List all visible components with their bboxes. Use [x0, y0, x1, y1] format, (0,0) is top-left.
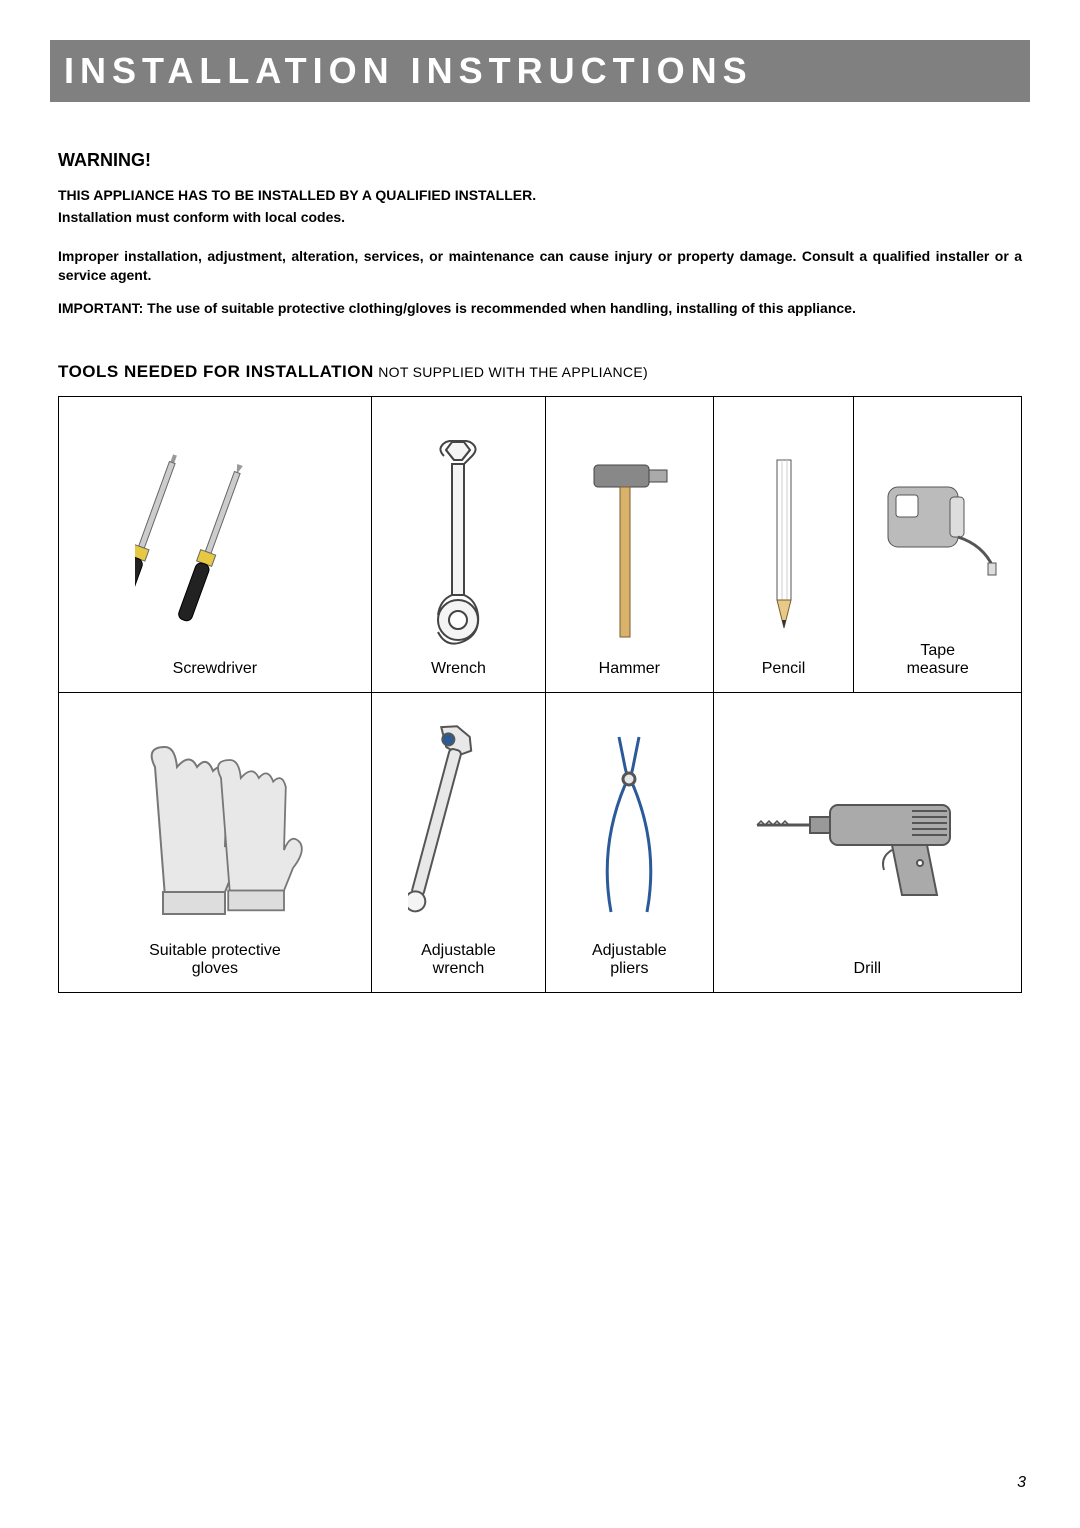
drill-icon	[720, 740, 1015, 950]
tool-cell-hammer: Hammer	[546, 396, 714, 692]
tool-cell-screwdriver: Screwdriver	[59, 396, 372, 692]
warning-line1: THIS APPLIANCE HAS TO BE INSTALLED BY A …	[58, 187, 1022, 203]
warning-line2: Installation must conform with local cod…	[58, 209, 1022, 225]
tool-label: Adjustable wrench	[378, 942, 539, 978]
tool-label: Screwdriver	[65, 660, 365, 678]
tools-table: Screwdriver	[58, 396, 1022, 993]
tool-cell-drill: Drill	[713, 692, 1021, 992]
tool-label: Tape measure	[860, 642, 1015, 678]
page-title: INSTALLATION INSTRUCTIONS	[64, 50, 753, 91]
adj-wrench-icon	[378, 722, 539, 932]
tool-label: Pencil	[720, 660, 848, 678]
tool-cell-tape: Tape measure	[854, 396, 1022, 692]
warning-para1: Improper installation, adjustment, alter…	[58, 247, 1022, 285]
warning-heading: WARNING!	[58, 150, 1022, 171]
page-number: 3	[1017, 1474, 1026, 1492]
warning-para2: IMPORTANT: The use of suitable protectiv…	[58, 299, 1022, 318]
tool-cell-gloves: Suitable protective gloves	[59, 692, 372, 992]
tool-cell-adjwrench: Adjustable wrench	[371, 692, 545, 992]
tool-cell-wrench: Wrench	[371, 396, 545, 692]
tools-heading-sub: NOT SUPPLIED WITH THE APPLIANCE)	[378, 364, 648, 380]
tool-label: Adjustable pliers	[552, 942, 707, 978]
tool-cell-pencil: Pencil	[713, 396, 854, 692]
screwdriver-icon	[65, 440, 365, 650]
hammer-icon	[552, 440, 707, 650]
tools-heading: TOOLS NEEDED FOR INSTALLATION NOT SUPPLI…	[58, 362, 1022, 382]
tool-label: Wrench	[378, 660, 539, 678]
pencil-icon	[720, 440, 848, 650]
gloves-icon	[65, 722, 365, 932]
tool-cell-pliers: Adjustable pliers	[546, 692, 714, 992]
pliers-icon	[552, 722, 707, 932]
tools-heading-bold: TOOLS NEEDED FOR INSTALLATION	[58, 362, 374, 381]
wrench-icon	[378, 440, 539, 650]
tool-label: Suitable protective gloves	[65, 942, 365, 978]
tool-label: Drill	[720, 960, 1015, 978]
tool-label: Hammer	[552, 660, 707, 678]
tape-measure-icon	[860, 422, 1015, 632]
header-banner: INSTALLATION INSTRUCTIONS	[50, 40, 1030, 102]
